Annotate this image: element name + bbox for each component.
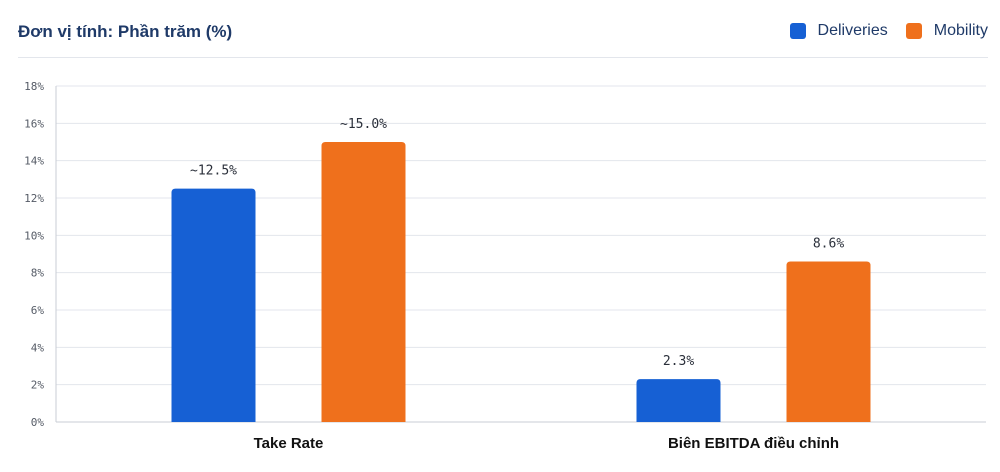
y-tick-label: 0%	[31, 416, 45, 429]
y-tick-label: 12%	[24, 192, 44, 205]
y-tick-label: 2%	[31, 379, 45, 392]
y-tick-label: 8%	[31, 267, 45, 280]
x-category-label: Take Rate	[254, 435, 324, 452]
y-tick-label: 14%	[24, 155, 44, 168]
legend-label-mobility: Mobility	[933, 22, 988, 39]
y-tick-label: 10%	[24, 229, 44, 242]
legend-swatch-deliveries	[789, 23, 806, 39]
legend-swatch-mobility	[905, 23, 922, 39]
data-label: ~12.5%	[190, 164, 237, 179]
data-label: 8.6%	[813, 236, 844, 251]
bar-mobility-1	[786, 261, 871, 422]
legend-item-deliveries[interactable]: Deliveries	[789, 22, 888, 40]
bar-deliveries-0	[171, 188, 256, 422]
chart-legend: Deliveries Mobility	[789, 22, 988, 40]
bar-deliveries-1	[636, 379, 721, 422]
legend-item-mobility[interactable]: Mobility	[905, 22, 988, 40]
legend-label-deliveries: Deliveries	[817, 22, 888, 39]
header-divider	[18, 57, 988, 58]
y-tick-label: 4%	[31, 341, 45, 354]
bar-mobility-0	[321, 142, 406, 422]
y-tick-label: 6%	[31, 304, 45, 317]
data-label: 2.3%	[663, 354, 694, 369]
y-tick-label: 18%	[24, 80, 44, 93]
data-label: ~15.0%	[340, 117, 387, 132]
y-tick-label: 16%	[24, 117, 44, 130]
chart-unit-title: Đơn vị tính: Phần trăm (%)	[18, 22, 233, 41]
x-category-label: Biên EBITDA điều chỉnh	[668, 435, 839, 452]
